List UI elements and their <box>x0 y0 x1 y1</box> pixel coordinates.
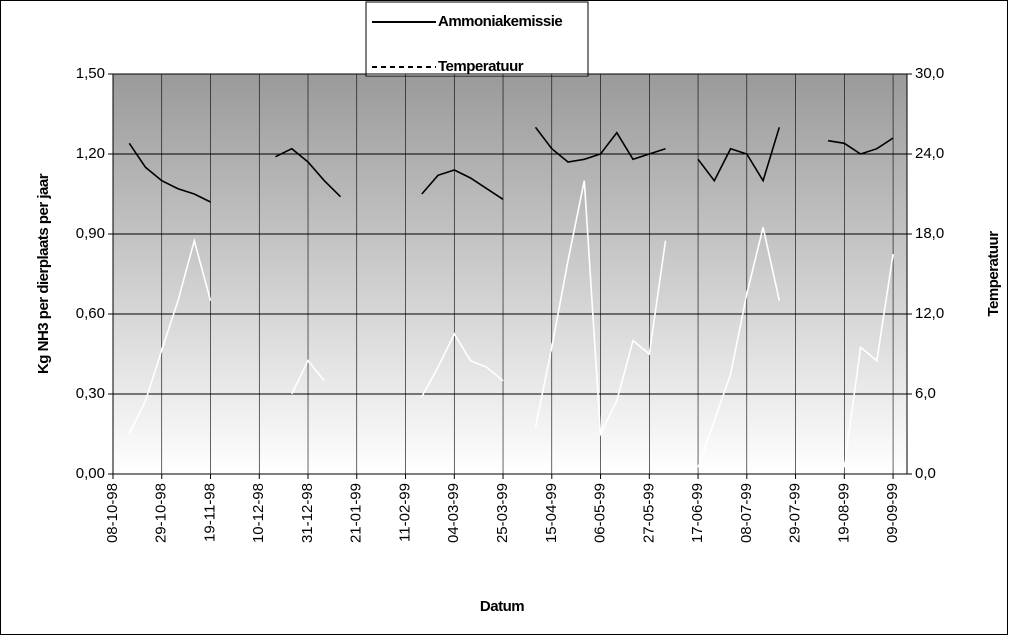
x-tick-label: 08-07-99 <box>738 483 755 543</box>
x-tick-label: 04-03-99 <box>445 483 462 543</box>
y2-tick-label: 12,0 <box>915 305 944 322</box>
y2-tick-label: 18,0 <box>915 225 944 242</box>
y2-tick-label: 24,0 <box>915 145 944 162</box>
y-tick-label: 0,30 <box>76 385 105 402</box>
y2-tick-label: 0,0 <box>915 465 936 482</box>
x-tick-label: 17-06-99 <box>689 483 706 543</box>
x-tick-label: 10-12-98 <box>250 483 267 543</box>
x-tick-label: 29-10-98 <box>153 483 170 543</box>
y2-tick-label: 30,0 <box>915 65 944 82</box>
legend-label: Temperatuur <box>438 58 524 75</box>
plot-area <box>112 73 908 475</box>
y-tick-label: 0,00 <box>76 465 105 482</box>
legend-label: Ammoniakemissie <box>438 13 562 30</box>
y-tick-label: 0,90 <box>76 225 105 242</box>
y-tick-label: 0,60 <box>76 305 105 322</box>
series-line <box>128 180 894 468</box>
legend-box <box>365 1 589 77</box>
x-tick-label: 19-11-98 <box>201 483 218 542</box>
x-tick-label: 09-09-99 <box>884 483 901 543</box>
x-tick-label: 27-05-99 <box>640 483 657 543</box>
x-tick-label: 31-12-98 <box>299 483 316 543</box>
x-tick-label: 29-07-99 <box>787 483 804 543</box>
y-tick-label: 1,20 <box>76 145 105 162</box>
x-tick-label: 25-03-99 <box>494 483 511 543</box>
x-tick-label: 06-05-99 <box>592 483 609 543</box>
y2-axis-title: Temperatuur <box>985 231 1002 317</box>
x-tick-label: 08-10-98 <box>104 483 121 543</box>
x-tick-label: 19-08-99 <box>835 483 852 543</box>
x-axis-title: Datum <box>480 598 524 615</box>
x-tick-label: 15-04-99 <box>543 483 560 543</box>
series-line <box>128 126 894 203</box>
x-tick-label: 11-02-99 <box>396 483 413 542</box>
y-tick-label: 1,50 <box>76 65 105 82</box>
x-tick-label: 21-01-99 <box>348 483 365 543</box>
y2-tick-label: 6,0 <box>915 385 936 402</box>
y-axis-title: Kg NH3 per dierplaats per jaar <box>35 173 52 374</box>
